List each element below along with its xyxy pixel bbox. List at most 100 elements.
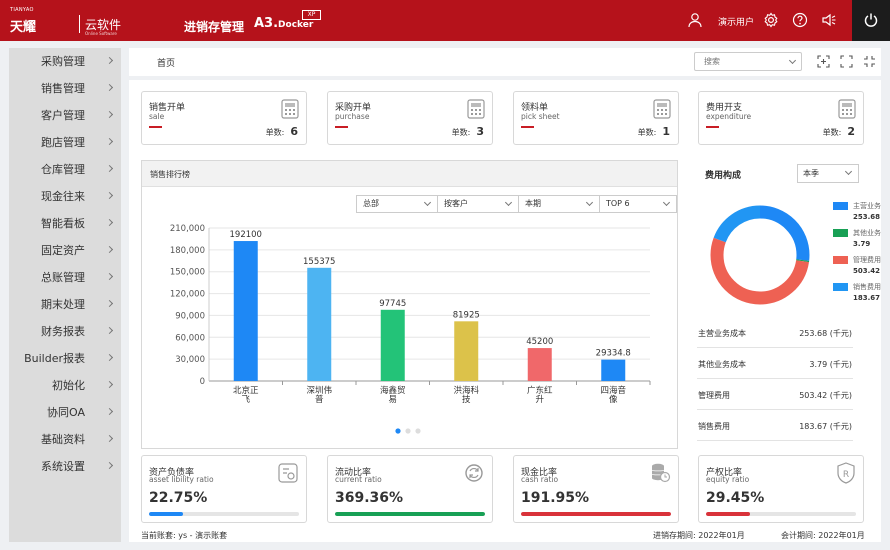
sales-ranking-header: 销售排行榜 [142, 161, 677, 187]
sidebar-item-ledger[interactable]: 总账管理 [9, 264, 121, 291]
bar [233, 241, 258, 381]
x-tick-label: 北京正飞 [233, 385, 259, 405]
cycle-icon [465, 464, 483, 482]
search-input[interactable] [694, 52, 802, 71]
ratio-progress-fill [706, 512, 751, 516]
sidebar-item-dashboard[interactable]: 智能看板 [9, 210, 121, 237]
sidebar-item-oa[interactable]: 协同OA [9, 399, 121, 426]
filter-value: 总部 [363, 199, 379, 208]
card-count-value: 1 [662, 125, 670, 138]
sidebar-item-store-visit[interactable]: 跑店管理 [9, 129, 121, 156]
card-title: 流动比率 [335, 468, 372, 478]
sidebar-item-customer[interactable]: 客户管理 [9, 102, 121, 129]
sidebar-item-label: 协同OA [47, 406, 85, 419]
card-count: 单数: 1 [638, 125, 670, 138]
bar-value-label: 97745 [379, 299, 406, 309]
sidebar-item-initialize[interactable]: 初始化 [9, 372, 121, 399]
bar [527, 348, 552, 381]
psi-period: 进销存期间: 2022年01月 [653, 531, 745, 540]
sidebar-item-cash[interactable]: 现金往来 [9, 183, 121, 210]
filter-period-select[interactable]: 本期 [518, 195, 600, 213]
card-subtitle: pick sheet [521, 112, 560, 121]
card-title: 现金比率 [521, 468, 558, 478]
card-asset-liability-ratio[interactable]: 资产负债率 asset libility ratio 22.75% [141, 455, 307, 523]
sidebar-item-base-data[interactable]: 基础资料 [9, 426, 121, 453]
current-account: 当前账套: ys - 演示账套 [141, 531, 228, 540]
sidebar-item-label: 客户管理 [41, 109, 85, 122]
bar-value-label: 192100 [230, 230, 262, 240]
expense-name: 其他业务成本 [698, 360, 746, 369]
card-count-value: 3 [476, 125, 484, 138]
ratio-progress-fill [149, 512, 184, 516]
svg-text:R: R [843, 470, 849, 480]
bar-value-label: 45200 [526, 337, 553, 347]
chevron-right-icon [105, 299, 114, 308]
ratio-value: 369.36% [335, 490, 404, 506]
user-name[interactable]: 演示用户 [718, 18, 755, 28]
add-tab-icon[interactable] [817, 55, 830, 68]
power-button[interactable] [852, 0, 890, 41]
sidebar-item-period-end[interactable]: 期末处理 [9, 291, 121, 318]
ratio-progress [706, 512, 856, 516]
exit-fullscreen-icon[interactable] [863, 55, 876, 68]
chevron-right-icon [105, 110, 114, 119]
app-name: A3.Docker [254, 16, 313, 31]
sidebar-item-fixed-assets[interactable]: 固定资产 [9, 237, 121, 264]
card-title: 销售开单 [149, 103, 186, 113]
help-icon[interactable] [792, 12, 808, 28]
logo-en: TIANYAO [10, 7, 34, 13]
filter-top-select[interactable]: TOP 6 [599, 195, 677, 213]
sidebar-item-sales[interactable]: 销售管理 [9, 75, 121, 102]
gear-icon[interactable] [763, 12, 779, 28]
sidebar-item-label: 智能看板 [41, 217, 85, 230]
sidebar: 采购管理 销售管理 客户管理 跑店管理 仓库管理 现金往来 智能看板 固定资产 … [9, 48, 121, 542]
card-title: 领料单 [521, 103, 549, 113]
user-icon[interactable] [687, 12, 703, 28]
card-subtitle: current ratio [335, 475, 382, 484]
card-subtitle: cash ratio [521, 475, 559, 484]
legend-value: 3.79 [853, 240, 871, 248]
edition-badge: XP [302, 10, 321, 20]
chevron-right-icon [105, 353, 114, 362]
card-count: 单数: 3 [452, 125, 484, 138]
carousel-dot[interactable] [395, 428, 401, 434]
calculator-icon [467, 99, 485, 119]
sidebar-item-builder-reports[interactable]: Builder报表 [9, 345, 121, 372]
carousel-dot[interactable] [405, 428, 411, 434]
card-dash [706, 126, 719, 128]
carousel-dot[interactable] [415, 428, 421, 434]
carousel-dots [395, 428, 421, 434]
chevron-right-icon [105, 245, 114, 254]
sidebar-item-settings[interactable]: 系统设置 [9, 453, 121, 480]
notice-icon[interactable] [821, 12, 837, 28]
expense-name: 主营业务成本 [698, 329, 746, 338]
app-name-suffix: Docker [278, 20, 314, 30]
expense-row: 销售费用 183.67 (千元) [697, 411, 853, 441]
expense-value: 253.68 (千元) [799, 329, 852, 338]
card-equity-ratio[interactable]: 产权比率 equity ratio 29.45% R [698, 455, 864, 523]
expense-row: 管理费用 503.42 (千元) [697, 380, 853, 410]
filter-value: 本期 [525, 199, 541, 208]
card-expenditure[interactable]: 费用开支 expenditure 单数: 2 [698, 91, 864, 145]
sidebar-item-warehouse[interactable]: 仓库管理 [9, 156, 121, 183]
card-count-value: 6 [290, 125, 298, 138]
card-cash-ratio[interactable]: 现金比率 cash ratio 191.95% [513, 455, 679, 523]
legend-swatch [833, 283, 848, 291]
card-subtitle: purchase [335, 112, 370, 121]
sidebar-item-financial-reports[interactable]: 财务报表 [9, 318, 121, 345]
fullscreen-icon[interactable] [840, 55, 853, 68]
card-pick-sheet[interactable]: 领料单 pick sheet 单数: 1 [513, 91, 679, 145]
x-tick-label: 广东红升 [527, 385, 553, 405]
expense-period-select[interactable]: 本季 [797, 164, 859, 183]
sidebar-item-label: 总账管理 [41, 271, 85, 284]
sidebar-item-purchase[interactable]: 采购管理 [9, 48, 121, 75]
donut-slice [710, 205, 810, 305]
calculator-icon [653, 99, 671, 119]
card-current-ratio[interactable]: 流动比率 current ratio 369.36% [327, 455, 493, 523]
legend-value: 183.67 [853, 294, 881, 302]
card-purchase[interactable]: 采购开单 purchase 单数: 3 [327, 91, 493, 145]
tab-home[interactable]: 首页 [157, 59, 176, 69]
legend-label: 其他业务 [853, 229, 881, 237]
card-sale[interactable]: 销售开单 sale 单数: 6 [141, 91, 307, 145]
chevron-right-icon [105, 56, 114, 65]
